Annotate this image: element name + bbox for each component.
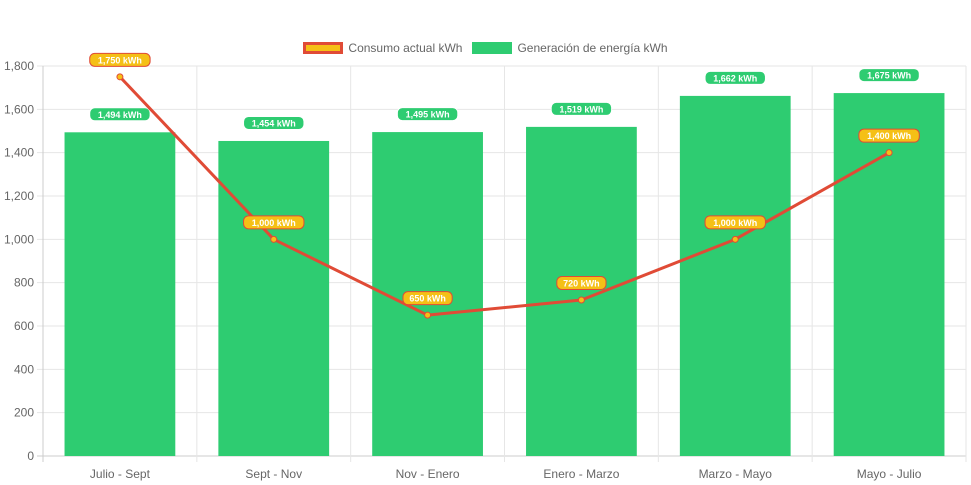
bar-data-label-bg: [396, 107, 459, 122]
y-tick-label: 1,600: [4, 102, 34, 116]
line-point: [116, 73, 124, 81]
y-tick-label: 1,800: [4, 59, 34, 73]
y-tick-label: 1,400: [4, 146, 34, 160]
bar-data-label-bg: [704, 70, 766, 85]
line-data-label-bg: [89, 52, 151, 67]
bar: [833, 93, 945, 456]
x-tick-label: Marzo - Mayo: [699, 467, 773, 481]
line-point: [270, 235, 278, 243]
legend: Consumo actual kWh Generación de energía…: [0, 41, 971, 55]
bar: [218, 140, 330, 456]
y-tick-label: 600: [14, 319, 34, 333]
line-data-label-bg: [243, 215, 305, 230]
y-tick-label: 1,200: [4, 189, 34, 203]
bar-data-label: 1,494 kWh: [98, 110, 142, 120]
x-tick-label: Nov - Enero: [396, 467, 460, 481]
line-point: [885, 149, 893, 157]
bar-data-label-bg: [243, 115, 305, 130]
legend-item-consumo[interactable]: Consumo actual kWh: [303, 41, 462, 55]
line-data-label: 1,400 kWh: [867, 131, 911, 141]
line-point: [731, 235, 739, 243]
legend-swatch-generacion: [472, 42, 513, 54]
x-tick-label: Julio - Sept: [90, 467, 151, 481]
bar-data-label-bg: [858, 68, 920, 83]
line-point: [424, 311, 432, 319]
legend-label-generacion: Generación de energía kWh: [517, 41, 668, 55]
line-data-label: 1,000 kWh: [252, 218, 296, 228]
y-tick-label: 0: [27, 449, 34, 463]
line-point: [577, 296, 585, 304]
line-data-label-bg: [556, 276, 607, 290]
bar-data-label: 1,675 kWh: [867, 71, 911, 81]
line-data-label-bg: [402, 291, 453, 306]
y-tick-label: 200: [14, 406, 34, 420]
x-tick-label: Mayo - Julio: [857, 467, 922, 481]
line-data-label: 720 kWh: [563, 279, 600, 289]
legend-swatch-consumo: [303, 42, 344, 54]
x-tick-label: Sept - Nov: [245, 467, 302, 481]
line-data-label: 1,750 kWh: [98, 55, 142, 65]
line-data-label-bg: [704, 215, 766, 230]
y-tick-label: 400: [14, 362, 34, 376]
bar: [526, 126, 637, 456]
bar: [64, 132, 176, 457]
x-tick-label: Enero - Marzo: [543, 467, 619, 481]
line-data-label: 650 kWh: [409, 294, 446, 304]
line-data-label: 1,000 kWh: [713, 218, 757, 228]
bar-data-label: 1,519 kWh: [559, 104, 603, 114]
bar-data-label-bg: [89, 107, 151, 122]
line-data-label-bg: [858, 128, 920, 143]
legend-item-generacion[interactable]: Generación de energía kWh: [472, 41, 668, 55]
y-tick-label: 800: [14, 276, 34, 290]
bar-data-label: 1,495 kWh: [406, 110, 450, 120]
bar: [679, 95, 791, 457]
bar-data-label-bg: [550, 101, 613, 116]
legend-label-consumo: Consumo actual kWh: [348, 41, 463, 55]
bar-data-label: 1,454 kWh: [252, 118, 296, 128]
bar-data-label: 1,662 kWh: [713, 73, 757, 83]
y-tick-label: 1,000: [4, 232, 34, 246]
